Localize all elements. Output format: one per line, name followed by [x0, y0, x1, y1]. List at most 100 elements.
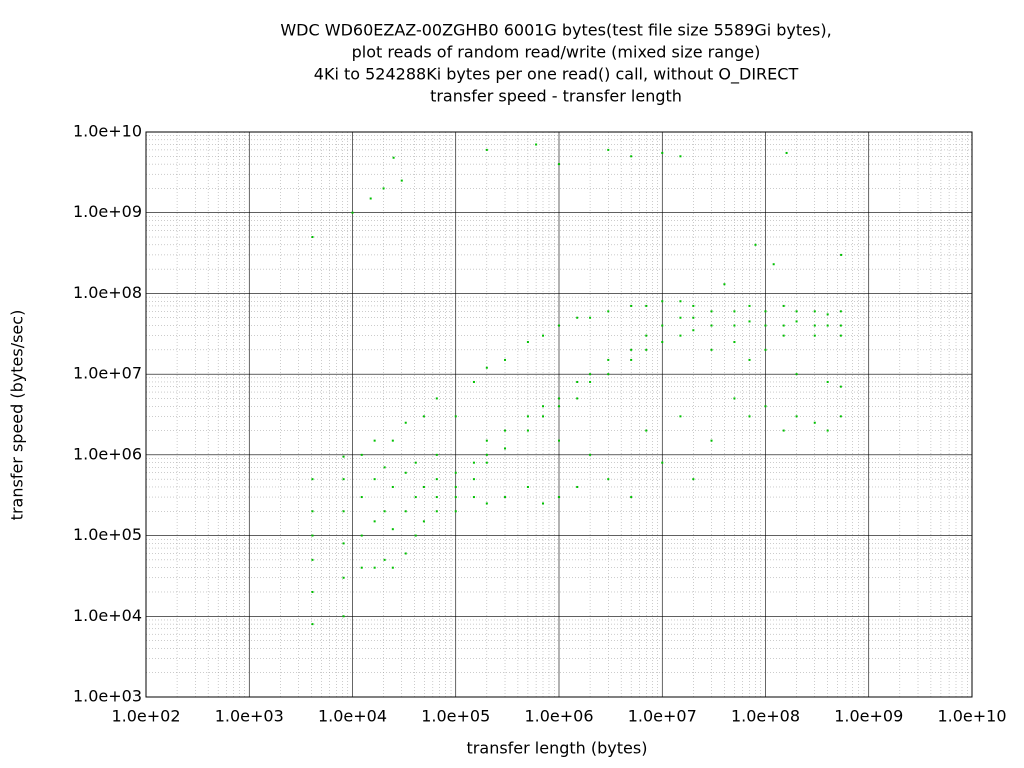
point — [383, 510, 386, 513]
point — [485, 502, 488, 505]
point — [589, 380, 592, 383]
point — [454, 510, 457, 513]
point — [414, 496, 417, 499]
point — [679, 316, 682, 319]
point — [748, 320, 751, 323]
point — [645, 348, 648, 351]
point — [311, 558, 314, 561]
point — [404, 552, 407, 555]
point — [526, 341, 529, 344]
chart-title: 4Ki to 524288Ki bytes per one read() cal… — [314, 65, 799, 85]
point — [504, 429, 507, 432]
y-tick-label: 1.0e+06 — [73, 444, 142, 463]
point — [391, 566, 394, 569]
point — [826, 380, 829, 383]
y-axis-label: transfer speed (bytes/sec) — [8, 310, 27, 521]
point — [826, 324, 829, 327]
point — [645, 304, 648, 307]
x-tick-label: 1.0e+09 — [834, 707, 903, 726]
point — [754, 243, 757, 246]
point — [435, 496, 438, 499]
point — [485, 461, 488, 464]
point — [813, 310, 816, 313]
chart-title: transfer speed - transfer length — [430, 87, 682, 106]
chart-title: plot reads of random read/write (mixed s… — [352, 43, 761, 62]
point — [679, 334, 682, 337]
point — [342, 478, 345, 481]
point — [795, 320, 798, 323]
point — [764, 348, 767, 351]
point — [373, 566, 376, 569]
point — [661, 151, 664, 154]
point — [607, 478, 610, 481]
point — [342, 510, 345, 513]
point — [589, 373, 592, 376]
x-tick-label: 1.0e+07 — [628, 707, 697, 726]
point — [373, 478, 376, 481]
point — [748, 415, 751, 418]
point — [661, 300, 664, 303]
point — [692, 329, 695, 332]
point — [504, 447, 507, 450]
point — [558, 324, 560, 327]
point — [383, 466, 386, 469]
point — [369, 197, 372, 200]
point — [772, 263, 775, 266]
point — [360, 496, 363, 499]
point — [342, 576, 345, 579]
point — [373, 439, 376, 442]
point — [839, 324, 842, 327]
point — [404, 421, 407, 424]
point — [679, 415, 682, 418]
point — [472, 496, 475, 499]
point — [630, 358, 633, 361]
y-tick-label: 1.0e+10 — [73, 122, 142, 141]
point — [392, 156, 395, 159]
plot-frame — [145, 131, 973, 698]
point — [679, 300, 682, 303]
y-tick-label: 1.0e+09 — [73, 202, 142, 221]
x-tick-label: 1.0e+03 — [215, 707, 284, 726]
point — [558, 405, 560, 408]
point — [645, 429, 648, 432]
point — [692, 304, 695, 307]
point — [661, 324, 664, 327]
x-tick-label: 1.0e+10 — [937, 707, 1006, 726]
point — [404, 471, 407, 474]
point — [526, 429, 529, 432]
point — [733, 397, 736, 400]
point — [342, 455, 345, 458]
point — [422, 415, 425, 418]
y-tick-label: 1.0e+08 — [73, 283, 142, 302]
point — [826, 313, 829, 316]
y-tick-label: 1.0e+07 — [73, 364, 142, 383]
point — [311, 623, 314, 626]
point — [723, 283, 726, 286]
point — [485, 439, 488, 442]
point — [764, 324, 767, 327]
point — [360, 534, 363, 537]
point — [391, 528, 394, 531]
point — [435, 510, 438, 513]
point — [504, 358, 507, 361]
point — [607, 148, 610, 151]
point — [764, 405, 767, 408]
point — [785, 151, 788, 154]
point — [542, 334, 545, 337]
point — [589, 453, 592, 456]
point — [710, 310, 713, 313]
point — [472, 380, 475, 383]
x-tick-label: 1.0e+05 — [421, 707, 490, 726]
point — [414, 461, 417, 464]
point — [839, 310, 842, 313]
point — [795, 373, 798, 376]
point — [607, 373, 610, 376]
point — [813, 334, 816, 337]
point — [576, 316, 579, 319]
point — [422, 485, 425, 488]
point — [535, 143, 538, 146]
point — [630, 348, 633, 351]
point — [542, 415, 545, 418]
point — [630, 155, 633, 158]
